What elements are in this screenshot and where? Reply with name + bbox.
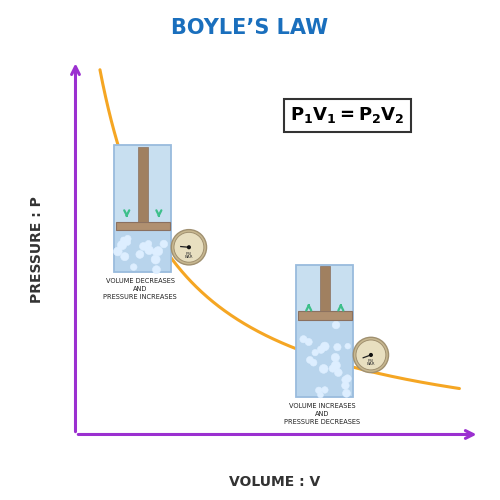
- Circle shape: [342, 390, 350, 398]
- Text: BOYLE’S LAW: BOYLE’S LAW: [172, 18, 328, 38]
- Circle shape: [342, 382, 349, 390]
- Bar: [138, 146, 148, 222]
- Text: BAR: BAR: [184, 254, 193, 258]
- Circle shape: [145, 246, 154, 254]
- Circle shape: [310, 359, 317, 366]
- Circle shape: [120, 237, 126, 242]
- Circle shape: [154, 246, 162, 256]
- Circle shape: [316, 387, 322, 394]
- Bar: [320, 266, 330, 311]
- Circle shape: [318, 346, 325, 354]
- Circle shape: [300, 336, 307, 343]
- Circle shape: [152, 266, 160, 274]
- Circle shape: [332, 361, 340, 370]
- Circle shape: [124, 236, 131, 242]
- Circle shape: [322, 386, 328, 393]
- Bar: [116, 222, 170, 230]
- Circle shape: [370, 354, 372, 356]
- Text: VOLUME : V: VOLUME : V: [230, 475, 320, 489]
- Circle shape: [160, 240, 168, 248]
- Text: VOLUME INCREASES
AND
PRESSURE DECREASES: VOLUME INCREASES AND PRESSURE DECREASES: [284, 403, 360, 425]
- Circle shape: [320, 342, 329, 351]
- Circle shape: [332, 321, 340, 329]
- Circle shape: [329, 365, 336, 372]
- Circle shape: [114, 247, 122, 256]
- Circle shape: [354, 338, 388, 372]
- Circle shape: [344, 375, 351, 382]
- Circle shape: [319, 364, 328, 374]
- Bar: [115, 230, 170, 272]
- Circle shape: [334, 368, 342, 376]
- Circle shape: [305, 338, 312, 345]
- Text: $\mathbf{P_1V_1=P_2V_2}$: $\mathbf{P_1V_1=P_2V_2}$: [290, 106, 405, 126]
- Circle shape: [318, 392, 324, 398]
- Circle shape: [130, 264, 137, 270]
- Circle shape: [331, 354, 340, 362]
- Bar: [298, 311, 352, 320]
- Text: BAR: BAR: [366, 362, 375, 366]
- Circle shape: [356, 340, 386, 370]
- Text: PSI: PSI: [368, 359, 374, 363]
- Circle shape: [118, 240, 126, 250]
- Circle shape: [174, 232, 204, 262]
- Bar: [114, 146, 172, 272]
- Text: PRESSURE : P: PRESSURE : P: [30, 196, 44, 304]
- Circle shape: [188, 246, 190, 248]
- Bar: [297, 320, 352, 396]
- Circle shape: [136, 250, 144, 258]
- Circle shape: [342, 376, 349, 384]
- Circle shape: [172, 230, 206, 265]
- Circle shape: [334, 344, 341, 351]
- Bar: [296, 265, 354, 397]
- Circle shape: [306, 356, 314, 364]
- Circle shape: [140, 242, 147, 250]
- Circle shape: [345, 344, 350, 349]
- Circle shape: [120, 252, 129, 260]
- Text: PSI: PSI: [186, 252, 192, 256]
- Circle shape: [312, 350, 318, 356]
- Circle shape: [151, 255, 160, 264]
- Circle shape: [124, 239, 130, 246]
- Text: VOLUME DECREASES
AND
PRESSURE INCREASES: VOLUME DECREASES AND PRESSURE INCREASES: [104, 278, 177, 300]
- Circle shape: [145, 240, 152, 247]
- Circle shape: [152, 249, 158, 255]
